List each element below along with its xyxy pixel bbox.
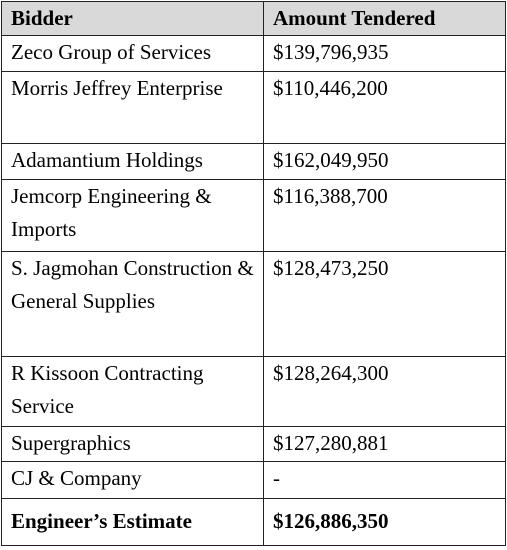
amount-cell: $128,473,250 [263, 251, 506, 357]
amount-cell: $126,886,350 [263, 498, 506, 546]
bidder-cell: Zeco Group of Services [1, 35, 264, 72]
header-cell: Bidder [1, 1, 264, 36]
bidder-cell: R Kissoon Contracting Service [1, 356, 264, 427]
table-row: Jemcorp Engineering & Imports $116,388,70… [1, 179, 506, 252]
bidder-cell: Morris Jeffrey Enterprise [1, 71, 264, 144]
bidder-cell: Jemcorp Engineering & Imports [1, 179, 264, 252]
amount-cell: $127,280,881 [263, 426, 506, 462]
amount-cell: $139,796,935 [263, 35, 506, 72]
bidder-cell: S. Jagmohan Construction & General Suppl… [1, 251, 264, 357]
bidder-cell: CJ & Company [1, 461, 264, 499]
amount-cell: $116,388,700 [263, 179, 506, 252]
amount-cell: $162,049,950 [263, 143, 506, 180]
bidder-cell: Adamantium Holdings [1, 143, 264, 180]
table-row: R Kissoon Contracting Service $128,264,30… [1, 356, 506, 427]
table-row: Morris Jeffrey Enterprise $110,446,200 [1, 71, 506, 144]
table-body: Zeco Group of Services $139,796,935 Morris… [1, 35, 506, 546]
bidder-cell: Engineer’s Estimate [1, 498, 264, 546]
table-row: Engineer’s Estimate $126,886,350 [1, 498, 506, 546]
table-row: Zeco Group of Services $139,796,935 [1, 35, 506, 72]
table-row: Adamantium Holdings $162,049,950 [1, 143, 506, 180]
amount-cell: $128,264,300 [263, 356, 506, 427]
amount-cell: - [263, 461, 506, 499]
amount-cell: $110,446,200 [263, 71, 506, 144]
table-row: CJ & Company - [1, 461, 506, 499]
bidder-cell: Supergraphics [1, 426, 264, 462]
table-row: S. Jagmohan Construction & General Suppl… [1, 251, 506, 357]
table-row: Supergraphics $127,280,881 [1, 426, 506, 462]
header-row: Bidder Amount Tendered [1, 1, 506, 36]
header-cell: Amount Tendered [263, 1, 506, 36]
